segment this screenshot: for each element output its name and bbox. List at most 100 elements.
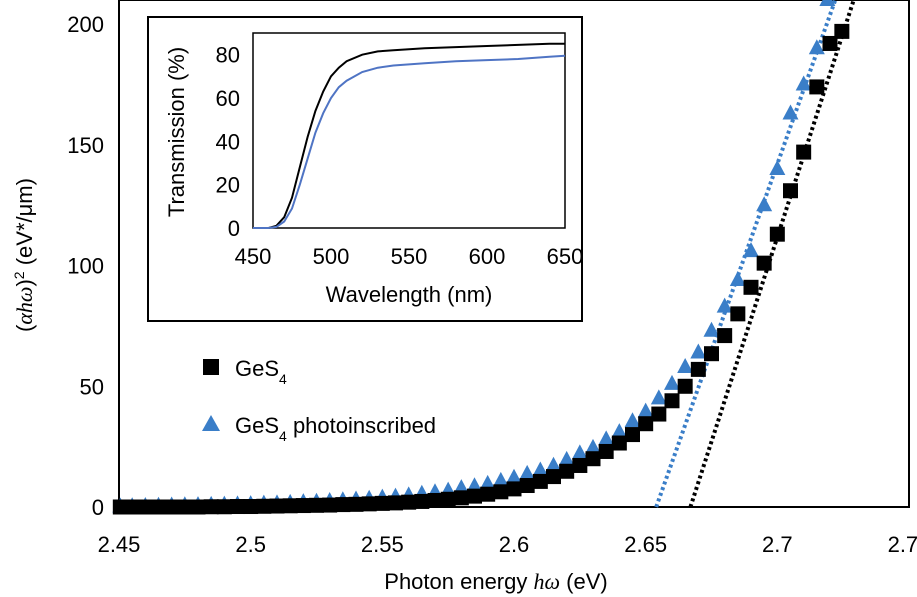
main-y-tick-label: 150: [67, 133, 104, 158]
legend-label-ges4-photoinscribed: GeS4 photoinscribed: [235, 413, 436, 444]
inset-y-tick-label: 80: [216, 43, 240, 68]
inset-y-tick-label: 60: [216, 86, 240, 111]
ges4-data-point: [704, 346, 719, 362]
main-y-tick-labels: 0 50 100 150 200: [67, 12, 104, 520]
ges4-data-point: [374, 495, 390, 511]
main-plot-frame: [118, 0, 910, 508]
inset-y-tick-label: 0: [228, 216, 240, 241]
ges4-data-point: [440, 491, 456, 507]
inset-lines: [253, 42, 566, 229]
ges4-data-point: [638, 416, 654, 432]
inset-y-tick-label: 40: [216, 129, 240, 154]
ges4-photoinscribed-data-point: [492, 471, 509, 487]
ges4-data-point: [480, 486, 496, 502]
ges4-photoinscribed-data-point: [598, 430, 615, 446]
ges4-photoinscribed-data-point: [585, 438, 601, 454]
ges4-photoinscribed-data-point: [795, 75, 812, 91]
legend-label-ges4: GeS4: [235, 356, 287, 387]
ges4-data-point: [243, 499, 259, 515]
legend: GeS4 GeS4 photoinscribed: [202, 356, 436, 444]
main-x-tick-labels: 2.45 2.5 2.55 2.6 2.65 2.7 2.75: [98, 532, 917, 557]
ges4-photoinscribed-data-point: [690, 343, 707, 359]
inset-line-ges4: [253, 42, 565, 229]
ges4-data-point: [453, 490, 469, 506]
inset-chart: 450 500 550 600 650 0 20 40 60 80 Wavelength (nm…: [147, 16, 584, 322]
ges4-data-point: [230, 499, 245, 515]
ges4-data-point: [743, 279, 759, 295]
ges4-photoinscribed-data-point: [716, 297, 733, 313]
main-y-tick-label: 100: [67, 254, 104, 279]
main-x-tick-label: 2.75: [888, 532, 917, 557]
ges4-photoinscribed-data-point: [611, 423, 628, 439]
ges4-data-point: [112, 499, 128, 515]
ges4-data-point: [690, 361, 706, 377]
ges4-data-point: [190, 499, 206, 515]
inset-x-tick-label: 600: [469, 244, 506, 269]
inset-x-axis-title: Wavelength (nm): [326, 282, 493, 307]
ges4-photoinscribed-data-point: [677, 357, 694, 373]
ges4-photoinscribed-data-point: [703, 321, 720, 337]
ges4-data-point: [401, 494, 417, 510]
fit-line-ges4: [688, 0, 856, 508]
ges4-photoinscribed-data-point: [479, 474, 496, 490]
inset-x-tick-labels: 450 500 550 600 650: [235, 244, 584, 269]
ges4-data-point: [361, 496, 377, 512]
ges4-data-point: [151, 499, 166, 515]
ges4-data-point: [295, 498, 311, 514]
inset-x-tick-label: 550: [391, 244, 428, 269]
ges4-data-point: [216, 499, 232, 515]
ges4-data-point: [664, 393, 680, 409]
ges4-data-point: [282, 498, 298, 514]
ges4-data-point: [177, 499, 193, 515]
inset-x-tick-label: 500: [313, 244, 350, 269]
ges4-photoinscribed-data-point: [637, 402, 654, 418]
ges4-photoinscribed-data-point: [532, 461, 549, 477]
ges4-photoinscribed-data-point: [743, 242, 759, 258]
ges4-data-point: [137, 499, 153, 515]
main-x-tick-label: 2.45: [98, 532, 141, 557]
ges4-photoinscribed-data-point: [624, 412, 641, 428]
main-x-tick-label: 2.65: [624, 532, 667, 557]
ges4-photoinscribed-data-point: [769, 160, 786, 175]
ges4-data-point: [730, 306, 746, 322]
ges4-data-point: [559, 463, 575, 479]
ges4-photoinscribed-data-point: [650, 389, 667, 405]
main-x-tick-label: 2.6: [499, 532, 530, 557]
ges4-photoinscribed-data-point: [808, 39, 825, 55]
legend-marker-ges4-photoinscribed: [202, 415, 220, 431]
ges4-photoinscribed-data-point: [506, 468, 522, 484]
ges4-data-point: [467, 488, 482, 504]
main-x-tick-label: 2.5: [235, 532, 266, 557]
ges4-photoinscribed-data-point: [782, 104, 799, 120]
ges4-data-point: [651, 406, 667, 422]
ges4-data-point: [625, 427, 640, 443]
ges4-data-point: [506, 481, 522, 497]
ges4-data-point: [809, 79, 825, 95]
ges4-data-point: [322, 497, 338, 513]
ges4-photoinscribed-data-point: [756, 196, 773, 212]
main-y-axis-title: (αhω)2 (eV*/μm): [11, 178, 37, 332]
ges4-photoinscribed-data-point: [466, 477, 483, 493]
ges4-photoinscribed-data-point: [545, 456, 562, 472]
ges4-data-point: [572, 457, 588, 473]
ges4-data-point: [203, 499, 219, 515]
ges4-data-point: [532, 473, 548, 489]
ges4-data-point: [335, 497, 351, 513]
ges4-data-point: [796, 144, 812, 160]
ges4-photoinscribed-data-point: [571, 444, 588, 460]
ges4-data-point: [414, 493, 430, 509]
ges4-photoinscribed-data-point: [729, 271, 746, 287]
ges4-data-point: [677, 378, 693, 394]
ges4-data-point: [598, 443, 614, 459]
main-y-tick-label: 200: [67, 12, 104, 37]
ges4-data-point: [822, 35, 838, 51]
ges4-data-point: [769, 226, 785, 242]
ges4-data-point: [756, 255, 772, 271]
inset-plot-frame: [252, 32, 566, 229]
ges4-photoinscribed-data-point: [519, 464, 536, 480]
ges4-data-point: [546, 469, 561, 485]
main-y-tick-label: 50: [80, 374, 104, 399]
ges4-data-point: [519, 478, 535, 494]
ges4-data-point: [611, 435, 627, 451]
